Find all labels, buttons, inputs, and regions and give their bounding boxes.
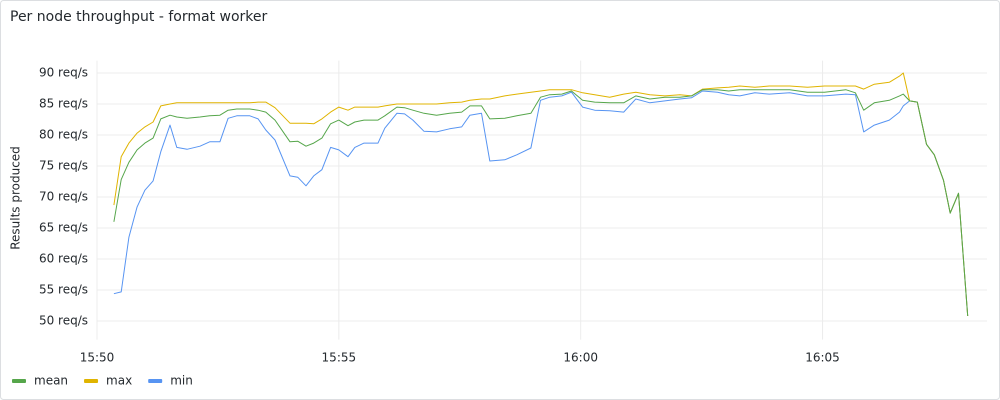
series-line — [113, 72, 969, 317]
x-tick-label: 15:55 — [322, 351, 357, 365]
y-tick-label: 70 req/s — [39, 190, 88, 204]
chart-title: Per node throughput - format worker — [10, 9, 268, 25]
y-tick-label: 85 req/s — [39, 97, 88, 111]
y-tick-label: 50 req/s — [39, 314, 88, 328]
y-tick-label: 80 req/s — [39, 128, 88, 142]
series-line — [113, 89, 969, 317]
y-tick-label: 60 req/s — [39, 252, 88, 266]
series-line — [113, 90, 969, 317]
x-tick-label: 15:50 — [80, 351, 115, 365]
y-tick-label: 75 req/s — [39, 159, 88, 173]
legend-label: min — [170, 374, 193, 388]
legend-swatch — [148, 379, 163, 383]
x-tick-label: 16:00 — [563, 351, 598, 365]
x-tick-label: 16:05 — [805, 351, 840, 365]
y-axis-label: Results produced — [9, 146, 23, 250]
y-tick-label: 55 req/s — [39, 283, 88, 297]
legend-swatch — [84, 379, 99, 383]
legend-label: mean — [34, 374, 68, 388]
legend-swatch — [12, 379, 26, 383]
y-tick-label: 65 req/s — [39, 221, 88, 235]
legend-label: max — [106, 374, 132, 388]
y-tick-label: 90 req/s — [39, 66, 88, 80]
